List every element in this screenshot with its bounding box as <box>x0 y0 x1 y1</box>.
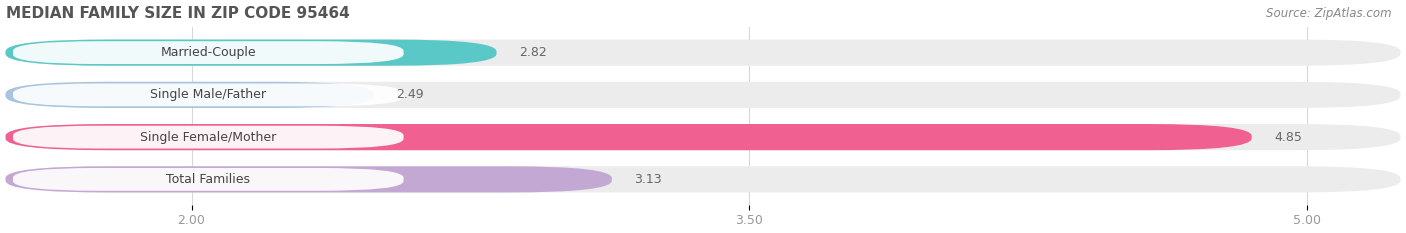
Text: Source: ZipAtlas.com: Source: ZipAtlas.com <box>1267 7 1392 20</box>
Text: MEDIAN FAMILY SIZE IN ZIP CODE 95464: MEDIAN FAMILY SIZE IN ZIP CODE 95464 <box>6 6 349 21</box>
Text: 2.49: 2.49 <box>396 88 423 101</box>
Text: 3.13: 3.13 <box>634 173 662 186</box>
Text: Single Male/Father: Single Male/Father <box>150 88 266 101</box>
FancyBboxPatch shape <box>6 40 1400 66</box>
FancyBboxPatch shape <box>6 124 1251 150</box>
Text: Married-Couple: Married-Couple <box>160 46 256 59</box>
FancyBboxPatch shape <box>6 82 1400 108</box>
FancyBboxPatch shape <box>6 166 1400 192</box>
FancyBboxPatch shape <box>13 168 404 191</box>
Text: Total Families: Total Families <box>166 173 250 186</box>
FancyBboxPatch shape <box>6 166 612 192</box>
Text: Single Female/Mother: Single Female/Mother <box>141 131 277 144</box>
Text: 2.82: 2.82 <box>519 46 547 59</box>
FancyBboxPatch shape <box>6 40 496 66</box>
FancyBboxPatch shape <box>13 126 404 148</box>
FancyBboxPatch shape <box>13 83 404 106</box>
Text: 4.85: 4.85 <box>1274 131 1302 144</box>
FancyBboxPatch shape <box>6 124 1400 150</box>
FancyBboxPatch shape <box>6 82 374 108</box>
FancyBboxPatch shape <box>13 41 404 64</box>
